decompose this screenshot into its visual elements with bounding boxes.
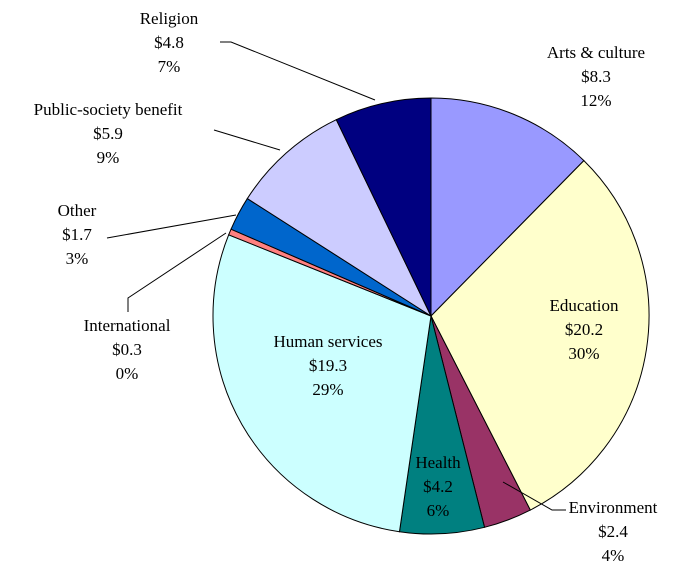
slice-religion [335, 97, 432, 317]
leader-line-environment [502, 481, 566, 511]
slice-human-services [212, 234, 432, 533]
slice-label-public-society-benefit: Public-society benefit $5.9 9% [34, 100, 183, 167]
slice-label-other: Other $1.7 3% [58, 201, 97, 268]
leader-line-religion [220, 41, 376, 101]
leader-line-international [127, 232, 227, 312]
pie-slices [212, 97, 650, 535]
leader-lines [106, 41, 566, 511]
leader-line-public-society-benefit [213, 129, 281, 151]
slice-label-health: Health $4.2 6% [415, 453, 461, 520]
leader-line-other [106, 214, 237, 239]
slice-label-religion: Religion $4.8 7% [140, 9, 199, 76]
slice-public-society-benefit [246, 118, 433, 318]
slice-arts-culture [430, 97, 585, 318]
slice-label-education: Education $20.2 30% [550, 296, 619, 363]
slice-label-international: International $0.3 0% [84, 316, 171, 383]
slice-labels: Arts & culture $8.3 12% Education $20.2 30% En… [34, 9, 658, 565]
slice-label-human-services: Human services $19.3 29% [273, 332, 382, 399]
slice-label-arts-culture: Arts & culture $8.3 12% [547, 43, 645, 110]
slice-label-environment: Environment $2.4 4% [569, 498, 658, 565]
slice-education [430, 159, 650, 511]
